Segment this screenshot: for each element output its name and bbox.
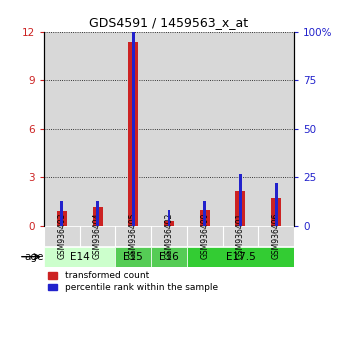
Bar bbox=[96, 201, 99, 226]
Text: GSM936405: GSM936405 bbox=[129, 213, 138, 259]
FancyBboxPatch shape bbox=[44, 247, 115, 267]
Text: E16: E16 bbox=[159, 252, 179, 262]
Bar bbox=[44, 32, 80, 226]
Bar bbox=[168, 210, 170, 226]
Text: GSM936401: GSM936401 bbox=[236, 213, 245, 259]
Bar bbox=[200, 210, 210, 226]
Bar bbox=[223, 32, 258, 226]
Bar bbox=[57, 211, 67, 226]
FancyBboxPatch shape bbox=[151, 247, 187, 267]
FancyBboxPatch shape bbox=[187, 247, 294, 267]
Bar bbox=[187, 32, 223, 226]
FancyBboxPatch shape bbox=[80, 226, 115, 246]
Text: age: age bbox=[25, 252, 44, 262]
Text: E14: E14 bbox=[70, 252, 90, 262]
Text: GSM936400: GSM936400 bbox=[200, 213, 209, 259]
Bar bbox=[164, 221, 174, 226]
Bar bbox=[236, 191, 245, 226]
Bar bbox=[239, 173, 242, 226]
Text: GSM936402: GSM936402 bbox=[165, 213, 173, 259]
Legend: transformed count, percentile rank within the sample: transformed count, percentile rank withi… bbox=[48, 272, 218, 292]
Text: E17.5: E17.5 bbox=[225, 252, 255, 262]
Bar bbox=[128, 41, 138, 226]
Bar bbox=[93, 207, 102, 226]
Bar bbox=[271, 198, 281, 226]
FancyBboxPatch shape bbox=[187, 226, 223, 246]
Bar bbox=[115, 32, 151, 226]
Bar bbox=[203, 201, 206, 226]
FancyBboxPatch shape bbox=[44, 226, 80, 246]
Bar bbox=[275, 183, 277, 226]
Bar bbox=[151, 32, 187, 226]
Text: GSM936403: GSM936403 bbox=[57, 213, 66, 259]
Bar bbox=[132, 32, 135, 226]
Bar bbox=[258, 32, 294, 226]
Bar bbox=[80, 32, 115, 226]
FancyBboxPatch shape bbox=[151, 226, 187, 246]
FancyBboxPatch shape bbox=[223, 226, 258, 246]
Text: GSM936406: GSM936406 bbox=[272, 213, 281, 259]
Text: E15: E15 bbox=[123, 252, 143, 262]
Bar bbox=[61, 201, 63, 226]
FancyBboxPatch shape bbox=[258, 226, 294, 246]
Title: GDS4591 / 1459563_x_at: GDS4591 / 1459563_x_at bbox=[90, 16, 248, 29]
FancyBboxPatch shape bbox=[115, 226, 151, 246]
Text: GSM936404: GSM936404 bbox=[93, 213, 102, 259]
FancyBboxPatch shape bbox=[115, 247, 151, 267]
